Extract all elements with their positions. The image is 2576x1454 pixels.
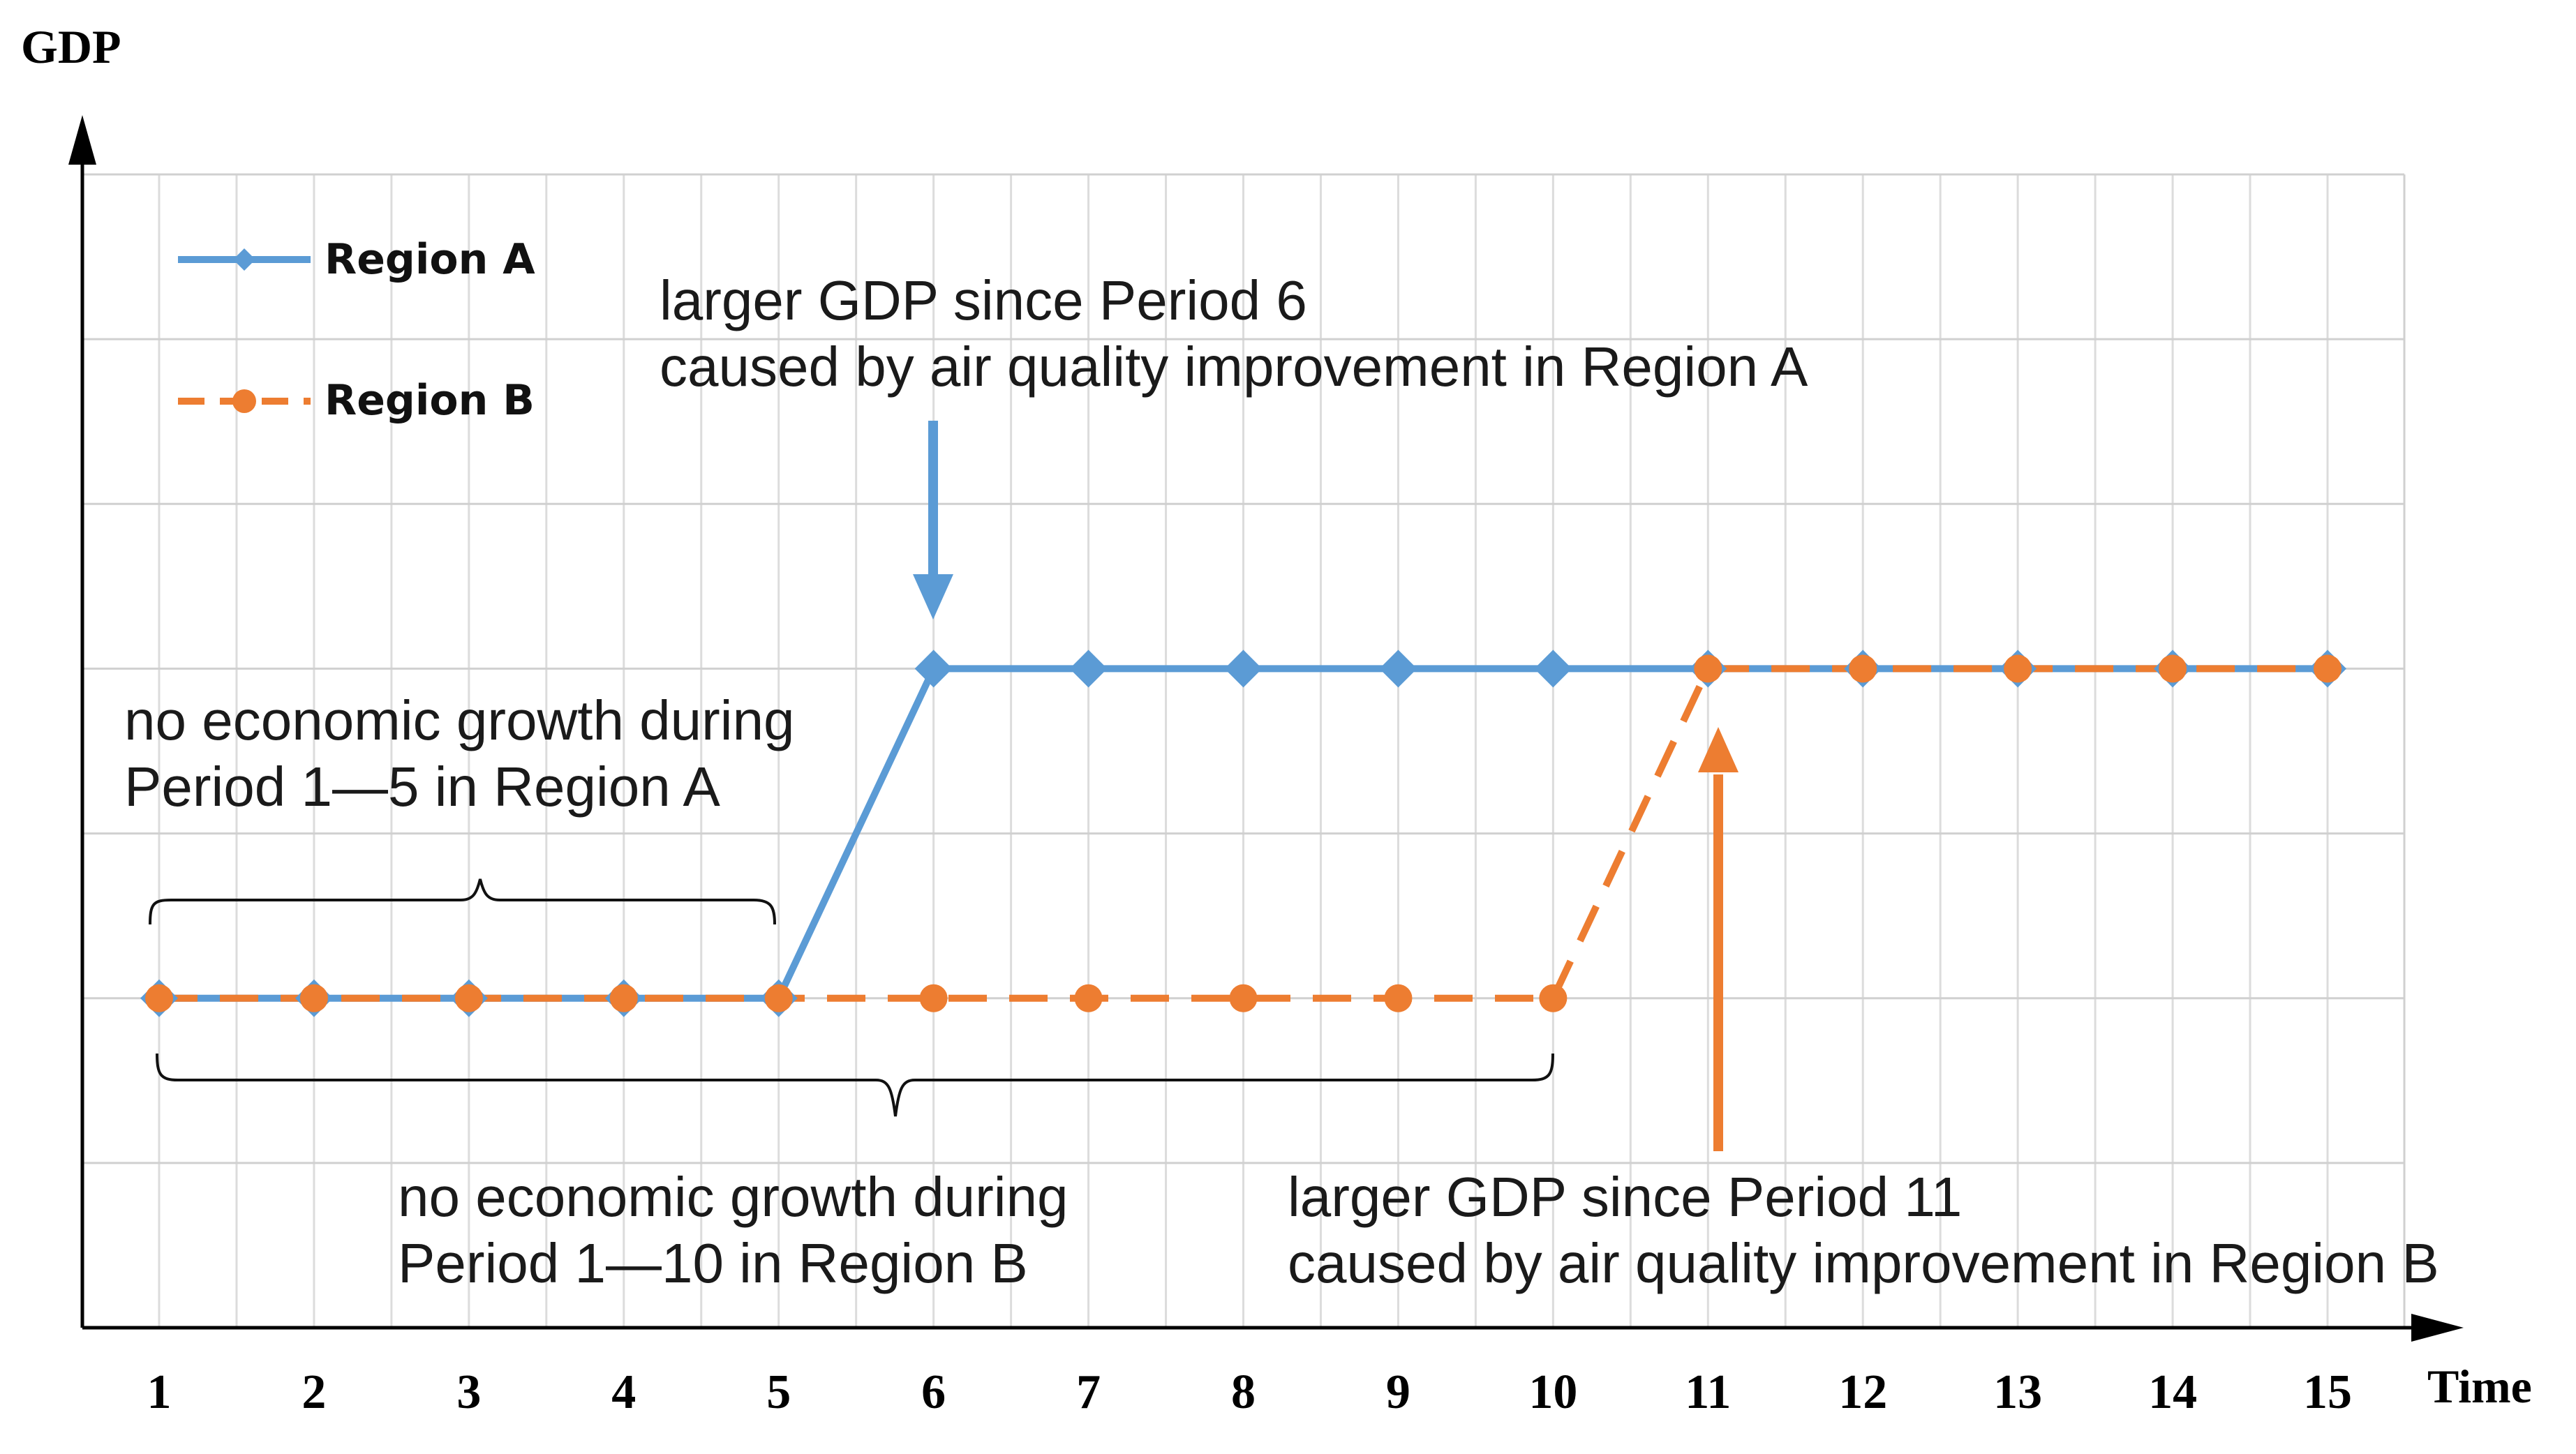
arrow-a-head-icon — [913, 574, 953, 620]
series — [140, 650, 2346, 1017]
annotation-arrows — [913, 421, 1739, 1151]
series-point-region-b — [1539, 984, 1568, 1012]
annotation-b-growth-line-1: larger GDP since Period 11 — [1288, 1166, 1962, 1228]
x-tick-label: 6 — [921, 1365, 946, 1419]
series-point-region-b — [1384, 984, 1413, 1012]
series-point-region-b — [454, 984, 483, 1012]
x-tick-label: 8 — [1231, 1365, 1256, 1419]
x-tick-label: 4 — [611, 1365, 636, 1419]
y-axis-arrow-icon — [68, 115, 96, 165]
x-tick-label: 15 — [2303, 1365, 2352, 1419]
x-tick-label: 3 — [456, 1365, 481, 1419]
legend-label-region-b: Region B — [325, 376, 535, 425]
series-point-region-b — [609, 984, 638, 1012]
series-point-region-a — [1379, 650, 1417, 688]
x-tick-label: 10 — [1528, 1365, 1577, 1419]
series-point-region-b — [1849, 654, 1877, 683]
arrow-b-head-icon — [1698, 727, 1739, 772]
annotation-a-growth-line-2: caused by air quality improvement in Reg… — [660, 336, 1808, 398]
axes: GDP Time — [21, 20, 2532, 1413]
x-axis-arrow-icon — [2411, 1314, 2464, 1342]
x-tick-label: 9 — [1386, 1365, 1410, 1419]
y-axis-label: GDP — [21, 20, 121, 73]
x-tick-label: 5 — [766, 1365, 791, 1419]
annotation-b-growth-line-2: caused by air quality improvement in Reg… — [1288, 1232, 2439, 1294]
series-point-region-b — [145, 984, 173, 1012]
series-point-region-b — [2004, 654, 2032, 683]
series-point-region-b — [1694, 654, 1722, 683]
annotation-a-flat-line-1: no economic growth during — [124, 689, 795, 751]
series-point-region-b — [1074, 984, 1103, 1012]
x-tick-label: 7 — [1076, 1365, 1101, 1419]
x-tick-label: 1 — [147, 1365, 172, 1419]
x-tick-label: 13 — [1993, 1365, 2042, 1419]
series-line-region-b — [159, 665, 2328, 1002]
annotation-a-flat-line-2: Period 1—5 in Region A — [124, 756, 721, 818]
series-point-region-a — [1534, 650, 1572, 688]
x-tick-label: 2 — [301, 1365, 326, 1419]
legend-marker-region-a — [233, 248, 255, 271]
legend-marker-region-b — [232, 389, 256, 413]
series-point-region-a — [1224, 650, 1263, 688]
annotation-b-flat-line-2: Period 1—10 in Region B — [398, 1232, 1028, 1294]
x-tick-labels: 1 2 3 4 5 6 7 8 9 10 11 12 13 14 15 — [147, 1365, 2353, 1419]
annotations: larger GDP since Period 6 caused by air … — [124, 269, 2439, 1294]
series-point-region-b — [764, 984, 793, 1012]
series-point-region-a — [914, 650, 953, 688]
annotation-a-growth-line-1: larger GDP since Period 6 — [660, 269, 1307, 331]
brackets — [149, 878, 1554, 1117]
legend: Region A Region B — [178, 235, 535, 425]
x-axis-label: Time — [2427, 1360, 2532, 1413]
bracket-region-b — [156, 1053, 1554, 1117]
series-point-region-b — [919, 984, 948, 1012]
series-point-region-a — [1069, 650, 1108, 688]
legend-label-region-a: Region A — [325, 235, 535, 284]
series-point-region-b — [2159, 654, 2187, 683]
x-tick-label: 12 — [1838, 1365, 1887, 1419]
bracket-region-a — [149, 878, 776, 925]
annotation-b-flat-line-1: no economic growth during — [398, 1166, 1069, 1228]
x-tick-label: 14 — [2148, 1365, 2197, 1419]
series-point-region-b — [1229, 984, 1258, 1012]
x-tick-label: 11 — [1685, 1365, 1731, 1419]
series-point-region-b — [299, 984, 328, 1012]
series-point-region-b — [2314, 654, 2342, 683]
